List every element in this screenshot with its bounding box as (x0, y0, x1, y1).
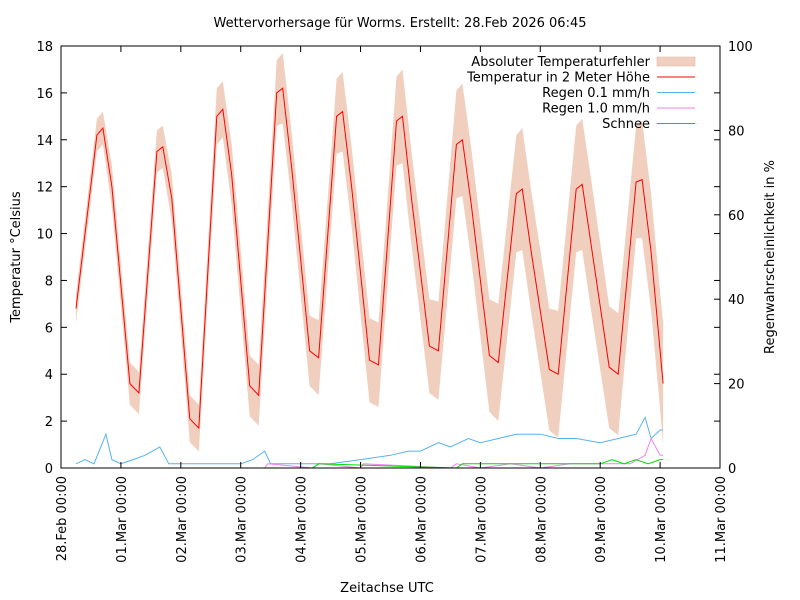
y-axis-right: 0 20 40 60 80 100 (714, 40, 753, 477)
x-tick-label: 04.Mar 00:00 (295, 476, 310, 563)
y-tick-label: 12 (36, 181, 53, 196)
y-tick-label: 4 (45, 368, 53, 383)
y-tick-label: 18 (36, 40, 53, 55)
temperature-error-band (76, 53, 664, 452)
x-tick-label: 10.Mar 00:00 (654, 476, 669, 563)
rain-0-1-line (75, 416, 664, 465)
y2-tick-label: 100 (728, 40, 753, 55)
x-tick-label: 08.Mar 00:00 (534, 476, 549, 563)
y2-tick-label: 80 (728, 124, 745, 139)
x-tick-label: 07.Mar 00:00 (474, 476, 489, 563)
x-tick-label: 11.Mar 00:00 (714, 476, 729, 563)
chart-title: Wettervorhersage für Worms. Erstellt: 28… (213, 16, 586, 31)
x-tick-label: 03.Mar 00:00 (235, 476, 250, 563)
y-tick-label: 8 (45, 274, 53, 289)
y2-tick-label: 20 (728, 378, 745, 393)
y-tick-label: 6 (45, 321, 53, 336)
x-tick-label: 01.Mar 00:00 (115, 476, 130, 563)
legend-item: Schnee (602, 117, 695, 132)
y2-tick-label: 40 (728, 293, 745, 308)
y2-tick-label: 0 (728, 462, 736, 477)
legend-item: Regen 0.1 mm/h (542, 86, 695, 101)
legend-swatch (656, 56, 696, 67)
plot-border (60, 45, 721, 469)
legend-item: Temperatur in 2 Meter Höhe (466, 71, 695, 86)
y-tick-label: 10 (36, 228, 53, 243)
y2-axis-label: Regenwahrscheinlichkeit in % (763, 160, 778, 354)
y-tick-label: 0 (45, 462, 53, 477)
x-tick-label: 06.Mar 00:00 (414, 476, 429, 563)
legend-label: Temperatur in 2 Meter Höhe (466, 71, 650, 86)
y2-tick-label: 60 (728, 209, 745, 224)
legend-label: Absoluter Temperaturfehler (471, 55, 650, 70)
legend-item: Regen 1.0 mm/h (542, 102, 695, 117)
y-tick-label: 16 (36, 87, 53, 102)
x-tick-label: 02.Mar 00:00 (175, 476, 190, 563)
y-axis-label: Temperatur °Celsius (9, 191, 24, 324)
temperature-line (75, 87, 664, 430)
y-axis-left: 0 2 4 6 8 10 12 14 16 18 (36, 40, 720, 477)
y-tick-label: 14 (36, 134, 53, 149)
y-tick-label: 2 (45, 415, 53, 430)
plot-area (75, 53, 664, 469)
legend-label: Regen 1.0 mm/h (542, 102, 650, 117)
x-tick-label: 05.Mar 00:00 (355, 476, 370, 563)
legend-label: Regen 0.1 mm/h (542, 86, 650, 101)
legend-label: Schnee (602, 117, 650, 132)
x-axis: 28.Feb 00:00 01.Mar 00:00 02.Mar 00:00 03.M… (55, 46, 729, 563)
x-tick-label: 28.Feb 00:00 (55, 476, 70, 561)
x-tick-label: 09.Mar 00:00 (594, 476, 609, 563)
x-axis-label: Zeitachse UTC (340, 581, 434, 596)
legend-item: Absoluter Temperaturfehler (471, 55, 696, 70)
